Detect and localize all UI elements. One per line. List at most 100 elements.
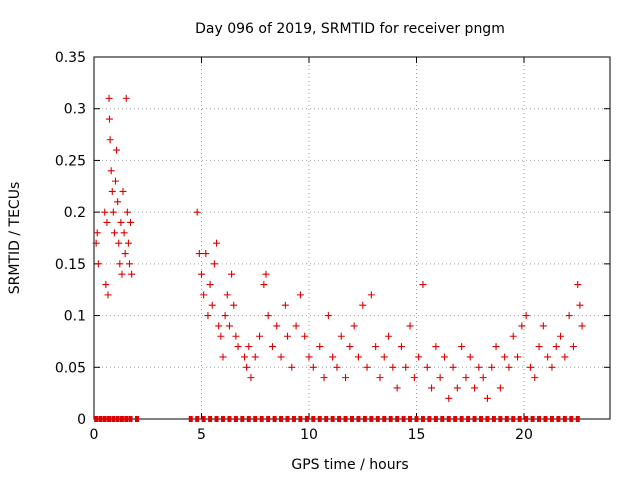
zero-marker bbox=[128, 416, 133, 422]
zero-marker bbox=[466, 416, 471, 422]
data-point bbox=[324, 312, 332, 320]
zero-marker bbox=[517, 416, 522, 422]
data-point bbox=[210, 260, 218, 268]
data-point bbox=[102, 281, 110, 289]
zero-marker bbox=[459, 416, 464, 422]
data-point bbox=[193, 208, 201, 216]
zero-marker bbox=[330, 416, 335, 422]
data-point bbox=[462, 374, 470, 382]
data-point bbox=[402, 363, 410, 371]
zero-marker bbox=[343, 416, 348, 422]
data-point bbox=[198, 270, 205, 278]
zero-marker bbox=[259, 416, 264, 422]
zero-marker bbox=[266, 416, 271, 422]
data-point bbox=[363, 363, 371, 371]
y-tick-label: 0.35 bbox=[55, 50, 86, 66]
data-point bbox=[471, 384, 479, 392]
data-point bbox=[221, 312, 229, 320]
zero-marker bbox=[298, 416, 303, 422]
data-point bbox=[526, 363, 534, 371]
zero-marker bbox=[356, 416, 361, 422]
data-point bbox=[234, 343, 242, 351]
data-point bbox=[110, 229, 118, 237]
zero-marker bbox=[485, 416, 490, 422]
data-point bbox=[119, 187, 127, 195]
zero-marker bbox=[504, 416, 509, 422]
data-point bbox=[466, 353, 474, 361]
data-point bbox=[557, 332, 565, 340]
plot-frame bbox=[93, 56, 611, 420]
data-point bbox=[380, 353, 388, 361]
data-point bbox=[492, 343, 500, 351]
zero-marker bbox=[272, 416, 277, 422]
zero-marker bbox=[556, 416, 561, 422]
data-point bbox=[232, 332, 240, 340]
zero-marker bbox=[188, 416, 193, 422]
zero-marker bbox=[240, 416, 245, 422]
zero-marker bbox=[195, 416, 200, 422]
zero-marker bbox=[350, 416, 354, 422]
data-point bbox=[288, 363, 296, 371]
data-point bbox=[423, 363, 431, 371]
data-point bbox=[243, 363, 251, 371]
zero-marker bbox=[246, 416, 251, 422]
data-point bbox=[228, 270, 236, 278]
zero-marker bbox=[537, 416, 542, 422]
x-tick-label: 15 bbox=[408, 427, 426, 443]
data-point bbox=[415, 353, 423, 361]
data-point bbox=[342, 374, 350, 382]
data-point bbox=[389, 363, 397, 371]
data-point bbox=[552, 343, 560, 351]
data-point bbox=[561, 353, 569, 361]
data-point bbox=[305, 353, 313, 361]
data-point bbox=[223, 291, 231, 299]
data-point bbox=[230, 301, 238, 309]
zero-marker bbox=[311, 416, 316, 422]
data-point bbox=[206, 281, 214, 289]
data-point bbox=[544, 353, 552, 361]
data-point bbox=[432, 343, 440, 351]
data-point bbox=[578, 322, 586, 330]
zero-marker bbox=[362, 416, 367, 422]
zero-marker bbox=[479, 416, 483, 422]
data-point bbox=[94, 260, 102, 268]
data-point bbox=[410, 374, 418, 382]
zero-markers bbox=[94, 416, 580, 422]
zero-marker bbox=[414, 416, 419, 422]
zero-marker bbox=[317, 416, 322, 422]
zero-marker bbox=[388, 416, 393, 422]
data-point bbox=[123, 208, 131, 216]
data-point bbox=[264, 312, 272, 320]
zero-marker bbox=[511, 416, 516, 422]
data-point bbox=[569, 343, 577, 351]
zero-marker bbox=[214, 416, 219, 422]
data-point bbox=[128, 270, 136, 278]
data-point bbox=[112, 177, 119, 185]
x-tick-label: 5 bbox=[197, 427, 206, 443]
data-point bbox=[292, 322, 300, 330]
zero-marker bbox=[115, 416, 120, 422]
zero-marker bbox=[201, 416, 206, 422]
data-point bbox=[367, 291, 375, 299]
zero-marker bbox=[401, 416, 406, 422]
data-point bbox=[256, 332, 264, 340]
zero-marker bbox=[107, 416, 112, 422]
zero-marker bbox=[395, 416, 400, 422]
zero-marker bbox=[111, 416, 116, 422]
zero-marker bbox=[102, 416, 107, 422]
data-point bbox=[93, 229, 101, 237]
data-point bbox=[518, 322, 526, 330]
axis-ticks: 0 0.05 0.1 0.15 0.2 0.25 0.3 0.35 0 5 10 15 20 bbox=[55, 50, 610, 443]
zero-marker bbox=[98, 416, 103, 422]
data-point bbox=[268, 343, 276, 351]
data-point bbox=[496, 384, 504, 392]
data-point bbox=[103, 218, 111, 226]
data-point bbox=[337, 332, 345, 340]
data-point bbox=[105, 115, 113, 123]
data-point bbox=[329, 353, 337, 361]
data-point bbox=[346, 343, 354, 351]
data-point bbox=[107, 167, 115, 175]
data-point bbox=[104, 291, 112, 299]
y-tick-label: 0.15 bbox=[55, 257, 86, 273]
data-point bbox=[419, 281, 427, 289]
